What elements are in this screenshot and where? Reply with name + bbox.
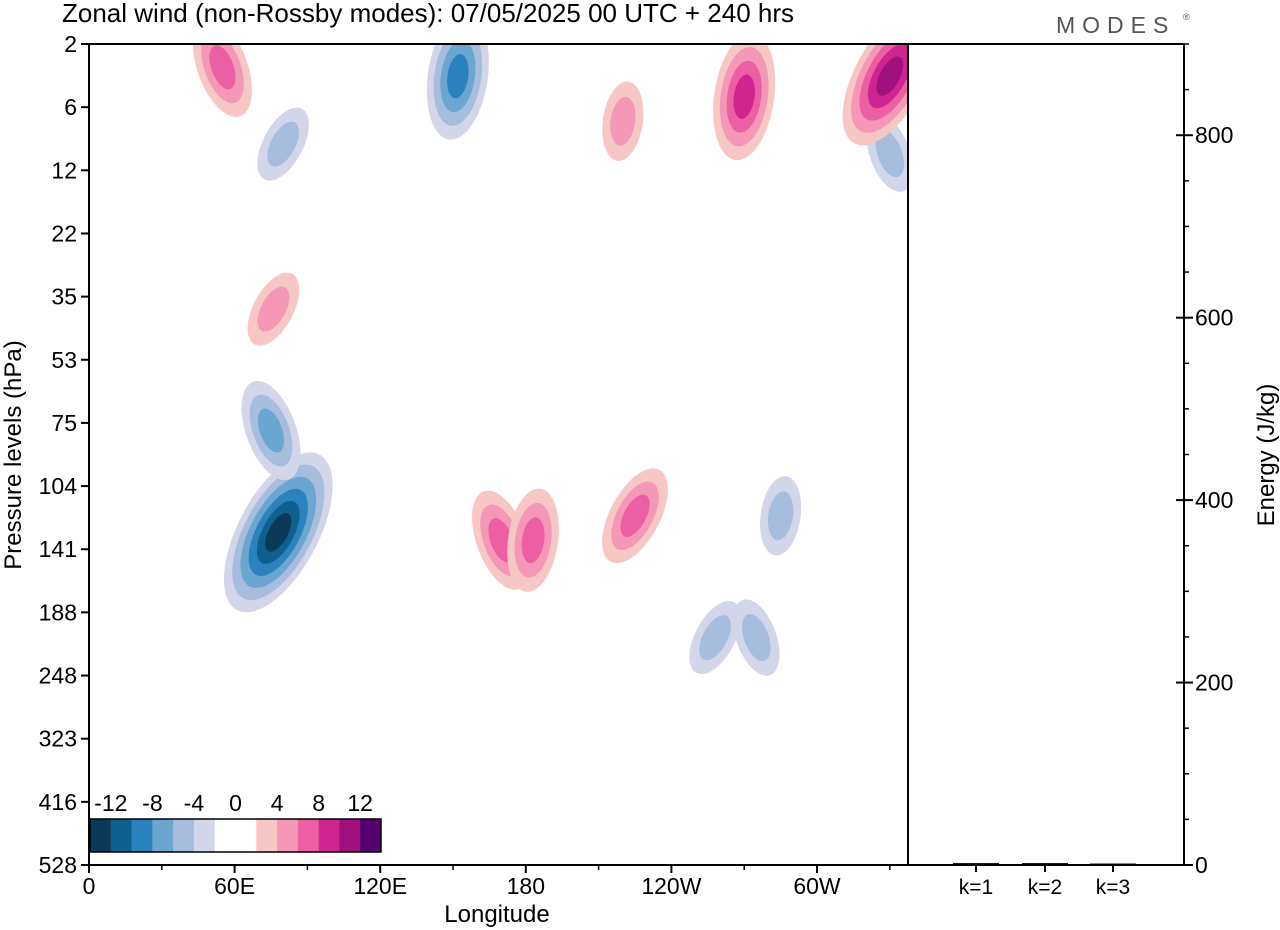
wind-feature (602, 468, 668, 564)
contour-level (521, 517, 545, 564)
x-tick-label: 0 (83, 873, 96, 899)
wind-feature (247, 272, 300, 346)
wind-feature (602, 81, 644, 161)
energy-axis-label: Energy (J/kg) (1253, 384, 1280, 527)
contour-level (209, 45, 236, 90)
contour-level (620, 494, 650, 537)
colorbar-swatch (90, 819, 112, 852)
wind-feature (193, 44, 252, 117)
y-tick-label: 141 (39, 536, 77, 562)
energy-bar (1022, 863, 1068, 866)
x-tick-label: 60W (793, 873, 841, 899)
y-tick-label: 323 (39, 726, 77, 752)
main-plot-background (89, 44, 908, 865)
energy-category-label: k=3 (1096, 876, 1130, 899)
contour-level (876, 56, 904, 96)
logo-registered-mark: ® (1183, 12, 1190, 22)
colorbar-label: 8 (312, 790, 325, 816)
x-tick-label: 180 (507, 873, 545, 899)
y-tick-label: 22 (51, 220, 77, 246)
energy-tick-label: 200 (1195, 670, 1233, 696)
colorbar-label: 4 (271, 790, 284, 816)
colorbar-swatch (131, 819, 153, 852)
colorbar-swatch (360, 819, 382, 852)
y-tick-label: 75 (51, 410, 77, 436)
x-tick-label: 60E (214, 873, 255, 899)
colorbar-swatch (256, 819, 278, 852)
wind-feature (241, 380, 301, 481)
energy-panel: 0 200 400 600 800 k=1 k=2 k=3 (953, 43, 1233, 899)
contour-level (610, 96, 636, 146)
modes-logo: MODES (1056, 12, 1175, 38)
y-tick-label: 6 (64, 94, 77, 120)
colorbar-swatch (318, 819, 340, 852)
y-axis: 2 6 12 22 35 53 75 104 141 188 248 323 416 528 (39, 31, 89, 878)
contour-level (699, 615, 731, 661)
x-axis-label: Longitude (444, 901, 549, 928)
wind-feature (713, 44, 776, 161)
colorbar-label: 0 (229, 790, 242, 816)
colorbar-swatch (110, 819, 132, 852)
energy-tick-label: 800 (1195, 122, 1233, 148)
energy-category-label: k=2 (1028, 876, 1062, 899)
x-axis: 0 60E 120E 180 120W 60W (83, 865, 891, 899)
colorbar-swatch (339, 819, 361, 852)
colorbar-label: -8 (142, 790, 162, 816)
contour-level (875, 130, 905, 178)
colorbar-label: -4 (184, 790, 205, 816)
chart-title: Zonal wind (non-Rossby modes): 07/05/202… (62, 0, 794, 28)
y-tick-label: 104 (39, 473, 78, 499)
wind-feature (842, 44, 908, 146)
wind-feature (733, 599, 780, 676)
y-tick-label: 416 (39, 789, 77, 815)
colorbar-swatch (193, 819, 216, 852)
y-tick-label: 528 (39, 852, 77, 878)
wind-feature (223, 452, 333, 613)
energy-tick-label: 400 (1195, 487, 1233, 513)
wind-feature (257, 107, 309, 181)
y-tick-label: 12 (51, 157, 77, 183)
contour-level (267, 121, 299, 167)
wind-feature (507, 488, 559, 592)
energy-tick-label: 0 (1195, 852, 1208, 878)
contour-level (733, 74, 755, 119)
colorbar-swatch (173, 819, 195, 852)
colorbar-label: 12 (347, 790, 373, 816)
energy-panel-frame (907, 43, 1185, 866)
contour-level (265, 513, 292, 552)
colorbar-swatch (152, 819, 174, 852)
y-tick-label: 53 (51, 347, 77, 373)
wind-field (193, 44, 908, 676)
energy-tick-label: 600 (1195, 305, 1233, 331)
y-tick-label: 188 (39, 599, 77, 625)
energy-category-label: k=1 (959, 876, 993, 899)
colorbar-swatch (277, 819, 299, 852)
colorbar-label: -12 (94, 790, 127, 816)
colorbar-swatch (214, 819, 236, 852)
x-tick-label: 120W (641, 873, 701, 899)
colorbar-swatch (297, 819, 320, 852)
colorbar: -12 -8 -4 0 4 8 12 (89, 783, 382, 853)
y-axis-label: Pressure levels (hPa) (0, 340, 27, 569)
wind-feature (689, 601, 741, 675)
contour-level (257, 408, 285, 453)
y-tick-label: 2 (64, 31, 77, 57)
colorbar-swatch (235, 819, 257, 852)
y-tick-label: 35 (51, 284, 77, 310)
wind-feature (760, 476, 802, 556)
contour-level (447, 54, 469, 99)
energy-bar (1090, 863, 1136, 866)
contour-level (767, 491, 794, 541)
contour-level (257, 286, 290, 332)
y-tick-label: 248 (39, 663, 77, 689)
energy-bar (953, 863, 999, 866)
contour-level (742, 614, 771, 662)
x-tick-label: 120E (353, 873, 407, 899)
